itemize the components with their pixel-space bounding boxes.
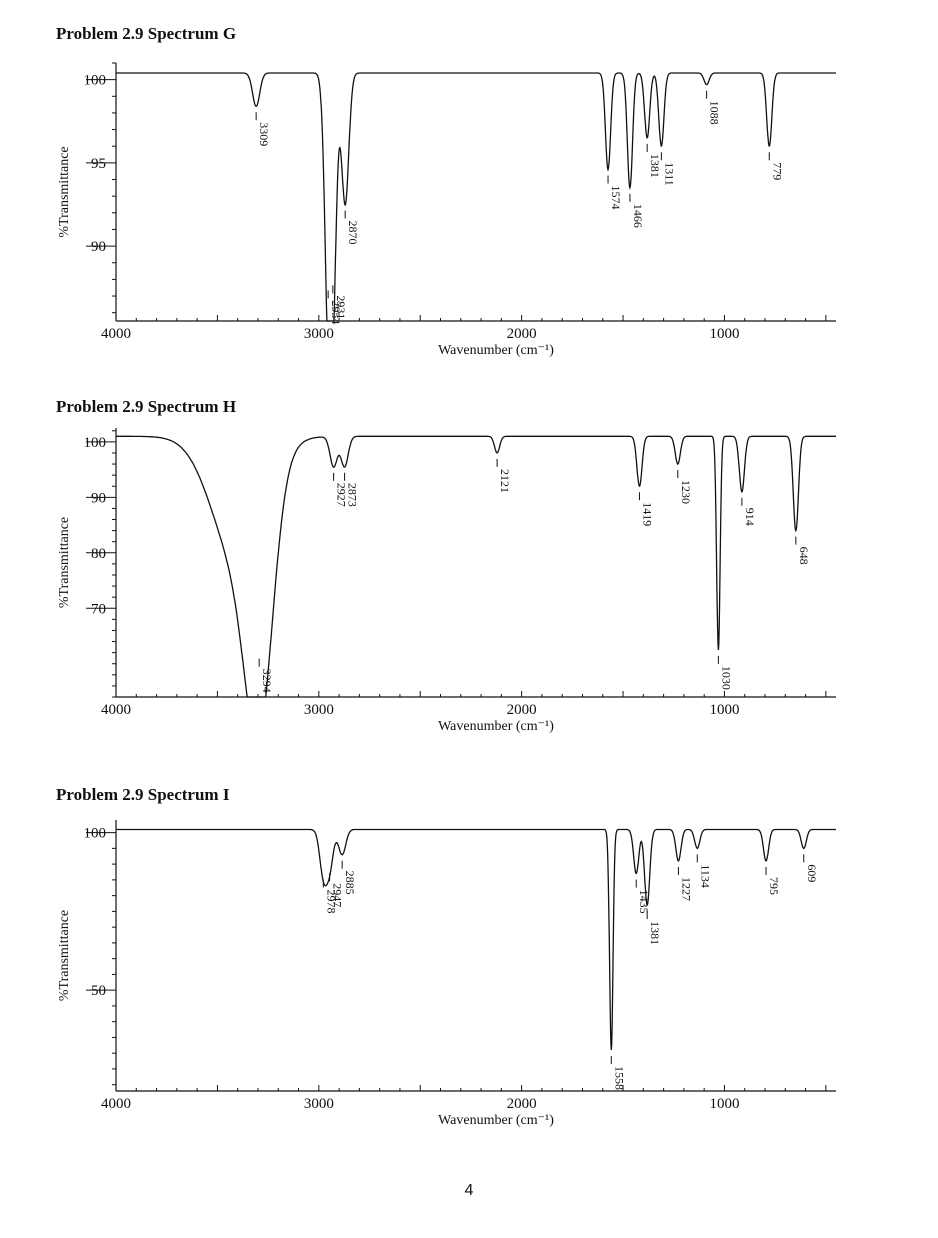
peak-label: 3309 [257, 122, 271, 146]
peak-label: 2947 [331, 883, 345, 907]
spectrum-line [116, 72, 836, 322]
x-tick-label: 4000 [101, 1096, 131, 1112]
peak-label: 1030 [719, 666, 733, 690]
peak-label: 648 [797, 547, 811, 565]
peak-label: 1381 [648, 921, 662, 945]
x-tick-label: 4000 [101, 326, 131, 342]
y-tick-label: 90 [91, 490, 106, 506]
spectrum-line [116, 435, 836, 698]
x-axis-label: Wavenumber (cm⁻¹) [438, 719, 554, 734]
peak-label: 1381 [648, 154, 662, 178]
x-tick-label: 1000 [709, 326, 739, 342]
x-tick-label: 1000 [709, 702, 739, 718]
x-axis-label: Wavenumber (cm⁻¹) [438, 343, 554, 358]
y-tick-label: 90 [91, 239, 106, 255]
peak-label: 2927 [335, 483, 349, 507]
peak-label: 3294 [260, 669, 274, 693]
y-axis-label: %Transmittance [57, 146, 72, 237]
x-tick-label: 2000 [507, 1096, 537, 1112]
spectrum-h-chart: 4000 3000 2000 1000 100 90 80 70 Wavenumber (cm⁻… [57, 428, 836, 734]
page-number: 4 [464, 1182, 474, 1199]
y-tick-label: 80 [91, 546, 106, 562]
x-tick-label: 3000 [304, 326, 334, 342]
peak-label: 2870 [346, 220, 360, 244]
peak-label: 779 [770, 162, 784, 180]
peak-label: 2885 [343, 871, 357, 895]
x-tick-label: 4000 [101, 702, 131, 718]
spectrum-line [116, 828, 836, 1051]
spectrum-i-title: Problem 2.9 Spectrum I [56, 785, 230, 804]
x-tick-label: 3000 [304, 702, 334, 718]
y-tick-label: 100 [84, 826, 107, 842]
peak-label: 795 [767, 877, 781, 895]
y-tick-label: 70 [91, 601, 106, 617]
y-axis-label: %Transmittance [57, 517, 72, 608]
peak-label: 914 [743, 508, 757, 526]
spectrum-i-chart: 4000 3000 2000 1000 100 50 Wavenumber (cm⁻¹) %T… [57, 820, 836, 1128]
x-tick-label: 2000 [507, 702, 537, 718]
peak-label: 2954 [329, 300, 343, 324]
x-axis-label: Wavenumber (cm⁻¹) [438, 1113, 554, 1128]
peak-label: 1134 [698, 864, 712, 888]
y-axis-label: %Transmittance [57, 910, 72, 1001]
peak-label: 1435 [637, 890, 651, 914]
peak-label: 1558 [612, 1066, 626, 1090]
x-tick-label: 3000 [304, 1096, 334, 1112]
spectrum-g-chart: 4000 3000 2000 1000 100 95 90 Wavenumber (cm⁻¹)… [57, 62, 836, 358]
peak-label: 1227 [679, 877, 693, 901]
y-tick-label: 95 [91, 156, 106, 172]
peak-label: 2978 [324, 890, 338, 914]
peak-label: 2931 [334, 295, 348, 319]
peak-label: 1466 [631, 204, 645, 228]
peak-label: 2121 [498, 469, 512, 493]
spectrum-g-title: Problem 2.9 Spectrum G [56, 24, 237, 43]
y-tick-label: 100 [84, 435, 107, 451]
peak-label: 1574 [609, 186, 623, 210]
x-tick-label: 1000 [709, 1096, 739, 1112]
y-tick-label: 100 [84, 73, 107, 89]
peak-label: 2873 [346, 483, 360, 507]
peak-label: 609 [805, 864, 819, 882]
peak-label: 1230 [679, 480, 693, 504]
y-tick-label: 50 [91, 983, 106, 999]
peak-label: 1088 [708, 101, 722, 125]
spectrum-h-title: Problem 2.9 Spectrum H [56, 397, 237, 416]
peak-label: 1419 [640, 502, 654, 526]
peak-label: 1311 [662, 162, 676, 186]
x-tick-label: 2000 [507, 326, 537, 342]
